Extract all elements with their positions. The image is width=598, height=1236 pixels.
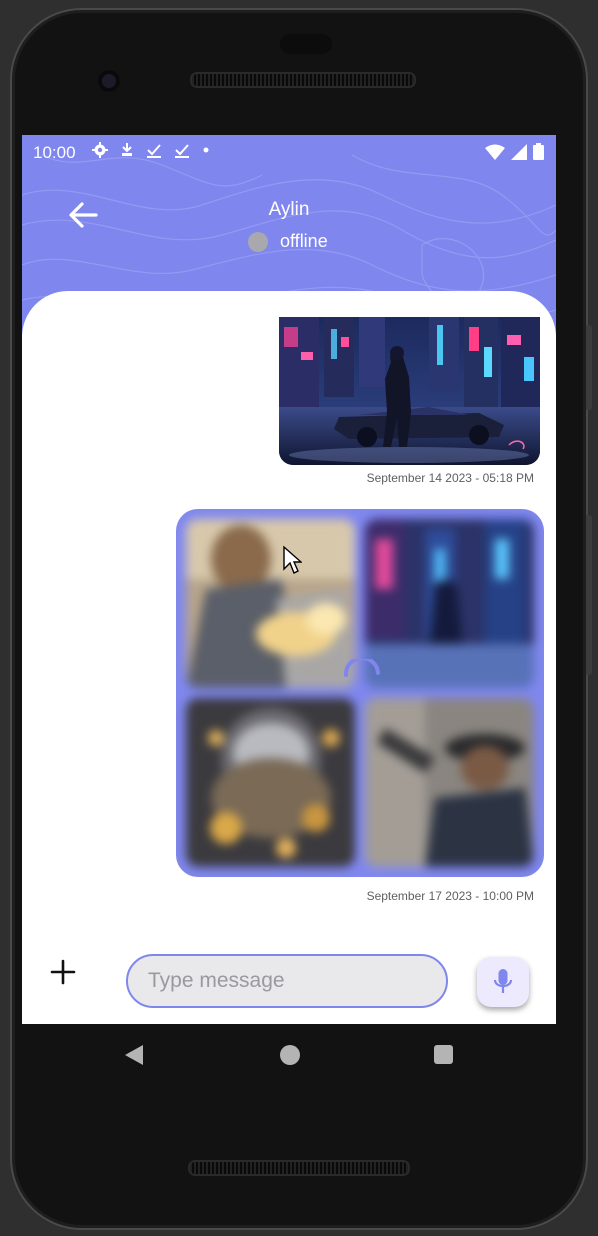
record-voice-button[interactable] (477, 957, 529, 1007)
home-circle-icon[interactable] (280, 1045, 300, 1065)
dot-icon (203, 147, 209, 153)
status-time: 10:00 (33, 143, 76, 162)
presence-status: offline (248, 231, 328, 252)
top-speaker-grille (190, 72, 416, 88)
microphone-icon (493, 969, 513, 993)
grid-image-tile[interactable] (186, 519, 355, 688)
signal-icon (511, 143, 527, 160)
presence-dot (248, 231, 268, 252)
power-button (586, 515, 592, 675)
front-camera (98, 70, 120, 92)
recents-square-icon[interactable] (434, 1045, 453, 1064)
earpiece (280, 34, 332, 54)
plus-icon (50, 959, 76, 985)
message-composer (22, 927, 556, 1024)
add-attachment-button[interactable] (48, 957, 78, 987)
neon-city-image (365, 519, 534, 688)
data-saver-icon (122, 143, 132, 156)
presence-label: offline (280, 231, 328, 251)
golden-figure-image (186, 519, 355, 688)
message-list[interactable]: September 14 2023 - 05:18 PM (22, 291, 556, 1024)
status-notification-icons (92, 142, 210, 158)
bottom-speaker-grille (188, 1160, 410, 1176)
mouse-cursor-icon (283, 545, 302, 574)
back-button[interactable] (66, 197, 102, 233)
download-done-icon (175, 144, 189, 158)
message-input[interactable] (126, 954, 448, 1008)
image-message[interactable] (279, 317, 540, 465)
app-screen: 10:00 (22, 135, 556, 1024)
download-done-icon (147, 144, 161, 158)
message-timestamp: September 17 2023 - 10:00 PM (366, 889, 534, 903)
grid-image-tile[interactable] (365, 698, 534, 867)
android-nav-bar (22, 1024, 556, 1084)
back-triangle-icon[interactable] (123, 1044, 145, 1066)
volume-button (586, 325, 592, 410)
loading-spinner-icon (343, 659, 380, 677)
contact-name: Aylin (268, 199, 310, 220)
cyberpunk-city-woman-image (279, 317, 540, 465)
image-grid-message[interactable] (176, 509, 544, 877)
status-system-icons (485, 143, 544, 160)
arrow-back-icon (69, 202, 98, 228)
battery-icon (533, 143, 544, 160)
message-timestamp: September 14 2023 - 05:18 PM (366, 471, 534, 485)
wifi-icon (485, 144, 505, 160)
grid-image-tile[interactable] (186, 698, 355, 867)
settings-icon (92, 142, 108, 158)
helmet-gold-image (186, 698, 355, 867)
grid-image-tile[interactable] (365, 519, 534, 688)
status-bar: 10:00 (22, 135, 556, 171)
cowboy-gun-image (365, 698, 534, 867)
